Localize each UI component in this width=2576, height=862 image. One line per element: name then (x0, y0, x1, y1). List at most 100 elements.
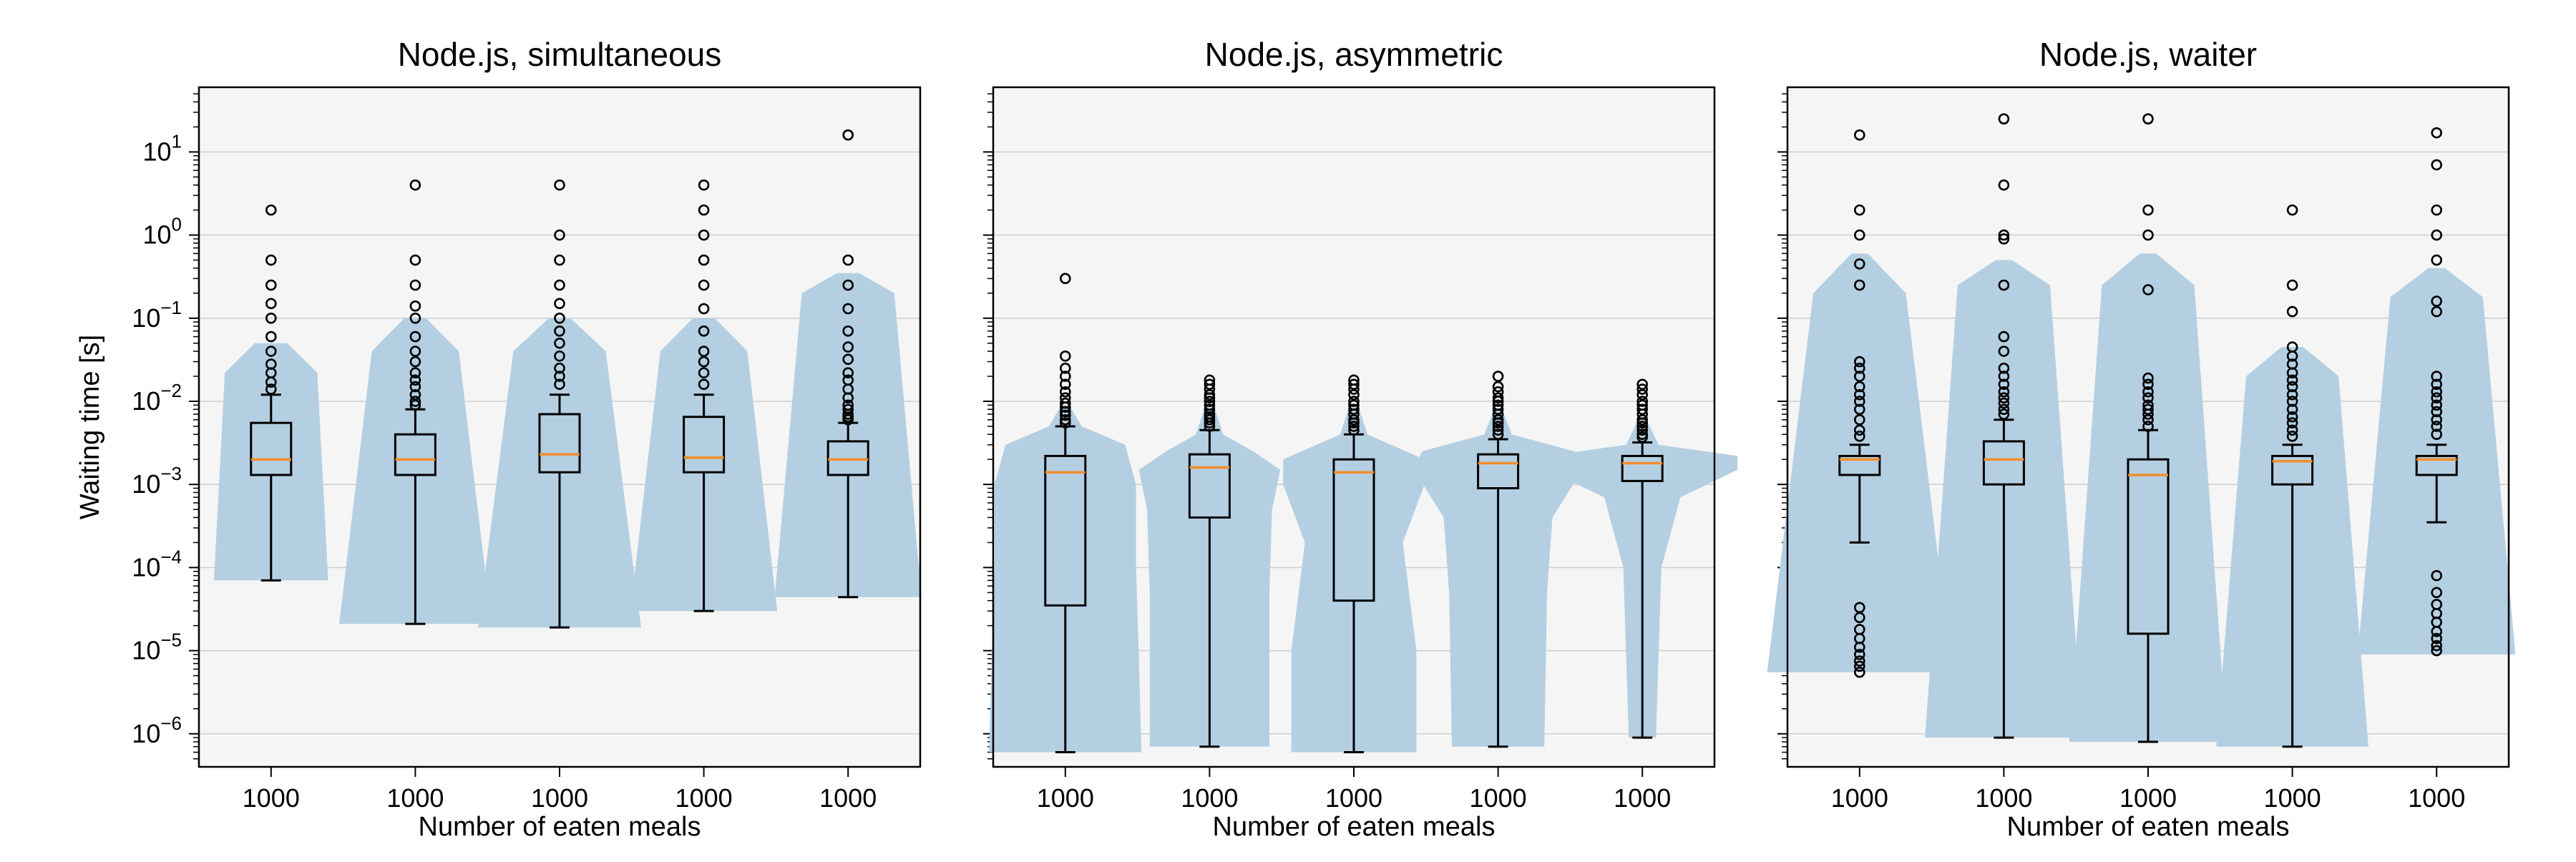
outlier-point (2286, 396, 2298, 407)
x-tick-label: 1000 (386, 783, 444, 813)
outlier-point (698, 346, 710, 357)
violin-body (2358, 268, 2516, 655)
iqr-box (394, 433, 436, 476)
outlier-point (2431, 204, 2442, 216)
outlier-point (698, 356, 710, 368)
box-group (339, 179, 492, 625)
outlier-point (2142, 378, 2154, 391)
outlier-point (1492, 428, 1504, 441)
outlier-point (1492, 392, 1504, 403)
outlier-point (1998, 346, 2010, 357)
outlier-point (409, 300, 421, 312)
x-tick-label: 1000 (1325, 783, 1382, 813)
outlier-point (2142, 413, 2154, 426)
outlier-point (1204, 388, 1216, 401)
outlier-point (1854, 666, 1865, 678)
outlier-point (1998, 403, 2010, 416)
iqr-box (2415, 454, 2458, 476)
outlier-point (1348, 403, 1360, 416)
iqr-box (1044, 454, 1087, 607)
outlier-point (1060, 413, 1071, 426)
outlier-point (265, 376, 277, 388)
iqr-box (1982, 440, 2025, 486)
outlier-point (2142, 284, 2154, 295)
box-group (1138, 374, 1281, 748)
outlier-point (1060, 273, 1071, 285)
outlier-point (842, 413, 854, 426)
outlier-point (409, 330, 421, 343)
outlier-point (1204, 421, 1216, 432)
outlier-point (2431, 406, 2442, 418)
outlier-point (2431, 371, 2442, 382)
outlier-point (409, 346, 421, 357)
box-group (1767, 129, 1952, 678)
outlier-point (2431, 587, 2442, 599)
outlier-point (1854, 229, 1865, 241)
outlier-point (698, 367, 710, 379)
outlier-point (1854, 396, 1865, 407)
iqr-box (1621, 454, 1664, 482)
outlier-point (1854, 129, 1865, 141)
outlier-point (2142, 403, 2154, 416)
outlier-point (2142, 392, 2154, 403)
outlier-point (1854, 258, 1865, 270)
outlier-point (409, 381, 421, 393)
violin-body (1767, 253, 1952, 672)
outlier-point (554, 229, 565, 241)
chart-title: Node.js, waiter (2039, 36, 2257, 73)
outlier-point (1854, 362, 1865, 374)
outlier-point (1636, 388, 1648, 401)
outlier-point (698, 229, 710, 241)
outlier-point (265, 279, 277, 291)
outlier-point (1998, 371, 2010, 382)
outlier-point (2431, 428, 2442, 441)
outlier-point (409, 374, 421, 386)
outlier-point (554, 371, 565, 382)
outlier-point (2286, 305, 2298, 318)
y-tick-label: 10−6 (132, 712, 182, 748)
outlier-point (2431, 632, 2442, 645)
outlier-point (698, 179, 710, 191)
outlier-point (842, 367, 854, 379)
outlier-point (1854, 655, 1865, 667)
violin-body (339, 318, 492, 625)
outlier-point (265, 313, 277, 324)
outlier-point (2286, 374, 2298, 386)
outlier-point (1060, 386, 1071, 398)
outlier-point (2431, 625, 2442, 637)
outlier-point (1636, 396, 1648, 407)
outlier-point (1492, 421, 1504, 432)
outlier-point (2286, 279, 2298, 291)
outlier-point (1854, 381, 1865, 393)
outlier-point (409, 399, 421, 411)
outlier-point (2431, 640, 2442, 652)
chart-title: Node.js, simultaneous (398, 36, 722, 73)
outlier-point (1854, 660, 1865, 672)
outlier-point (1636, 378, 1648, 391)
outlier-point (2431, 159, 2442, 171)
outlier-point (1998, 233, 2010, 245)
box-group (2358, 127, 2516, 657)
outlier-point (1204, 392, 1216, 403)
outlier-point (1492, 403, 1504, 416)
outlier-point (1854, 431, 1865, 442)
outlier-point (1060, 409, 1071, 421)
outlier-point (2431, 254, 2442, 266)
iqr-box (826, 440, 869, 476)
box-group (630, 179, 778, 612)
outlier-point (698, 303, 710, 315)
outlier-point (1060, 406, 1071, 418)
outlier-point (698, 378, 710, 391)
outlier-point (1854, 612, 1865, 624)
x-axis-label: Number of eaten meals (1213, 812, 1496, 842)
plot-frame (992, 86, 1716, 768)
outlier-point (1492, 413, 1504, 426)
outlier-point (698, 254, 710, 266)
outlier-point (1854, 204, 1865, 216)
outlier-point (842, 341, 854, 353)
outlier-point (1060, 350, 1071, 362)
outlier-point (1998, 330, 2010, 343)
outlier-point (1998, 229, 2010, 241)
box-group (989, 273, 1142, 754)
x-tick-label: 1000 (1614, 783, 1671, 813)
